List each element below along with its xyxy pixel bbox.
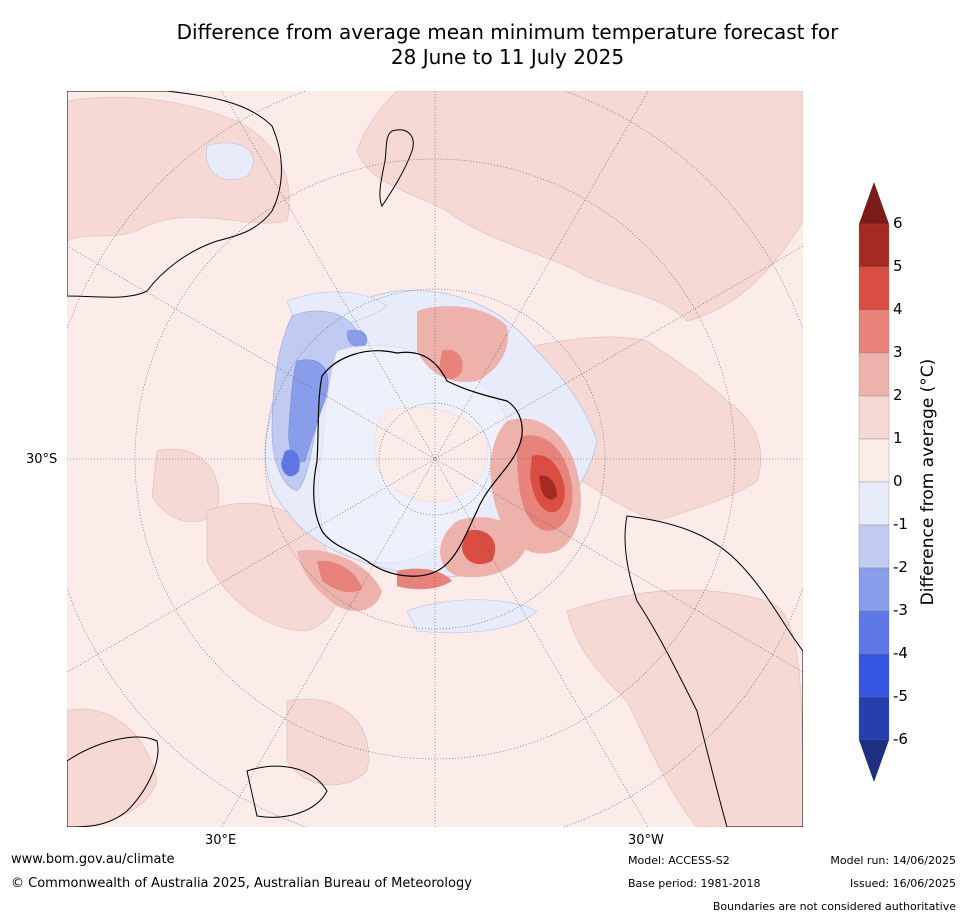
cool-patch-northwest [206,142,254,181]
colorbar-tick-label: -6 [893,730,908,748]
colorbar-segment [858,395,890,440]
cool-small-core [346,329,368,348]
australia-coastline [67,91,282,298]
lon-label-30e: 30°E [205,833,237,848]
lat-label-30s: 30°S [26,452,58,467]
colorbar-extend-top [859,182,889,224]
title-line-2: 28 June to 11 July 2025 [390,45,625,69]
warm-anomalies-strong [297,306,581,611]
new-zealand-coastline [379,129,414,207]
model-run-date: Model run: 14/06/2025 [830,854,956,867]
africa-coastline [67,736,159,827]
colorbar-segment [858,653,890,698]
boundaries-disclaimer: Boundaries are not considered authoritat… [712,900,956,913]
colorbar-segment [858,309,890,354]
lon-label-30w: 30°W [628,833,664,848]
madagascar-coastline [246,765,328,818]
antarctica-coastline [313,350,523,577]
cool-patch-south [406,599,538,634]
colorbar-tick-label: -3 [893,601,908,619]
colorbar-tick-label: -1 [893,515,908,533]
map-title: Difference from average mean minimum tem… [0,20,965,70]
anomaly-map [67,91,803,827]
colorbar-tick-label: 5 [893,257,903,275]
colorbar-tick-label: 6 [893,214,903,232]
model-name: Model: ACCESS-S2 [628,854,730,867]
colorbar-segment [858,696,890,741]
colorbar-segment [858,524,890,569]
colorbar-segment [858,266,890,311]
issued-date: Issued: 16/06/2025 [849,877,956,890]
polar-plateau-neutral [374,407,489,503]
colorbar-segment [858,610,890,655]
colorbar-segment [858,567,890,612]
website-url[interactable]: www.bom.gov.au/climate [11,852,175,867]
base-period: Base period: 1981-2018 [628,877,761,890]
colorbar-tick-label: 4 [893,300,903,318]
colorbar-label: Difference from average (°C) [918,358,938,606]
colorbar-segment [858,481,890,526]
cool-core [281,449,300,477]
colorbar-tick-label: -5 [893,687,908,705]
colorbar-segment [858,352,890,397]
colorbar-extend-bottom [859,740,889,782]
colorbar-tick-label: 0 [893,472,903,490]
colorbar-tick-label: 3 [893,343,903,361]
south-america-coastline [624,515,803,827]
title-line-1: Difference from average mean minimum tem… [176,20,839,44]
map-svg [67,91,803,827]
colorbar-svg [858,182,890,782]
colorbar-tick-label: -4 [893,644,908,662]
graticule [67,91,803,827]
colorbar-segment [858,438,890,483]
colorbar [856,182,906,782]
copyright-notice: © Commonwealth of Australia 2025, Austra… [11,876,472,891]
colorbar-tick-label: 2 [893,386,903,404]
colorbar-tick-label: -2 [893,558,908,576]
colorbar-tick-label: 1 [893,429,903,447]
warm-patches-light [67,91,803,827]
colorbar-segment [858,223,890,268]
